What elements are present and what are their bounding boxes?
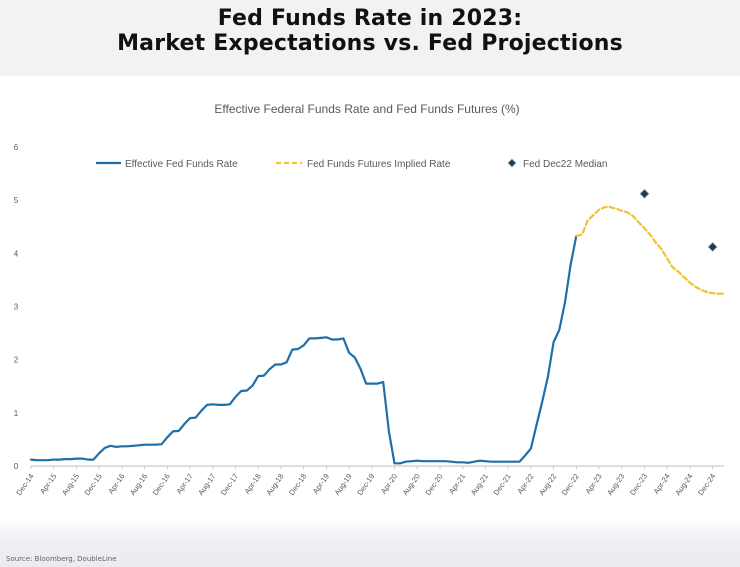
x-tick-label: Apr-21 <box>447 472 467 496</box>
x-tick-label: Aug-17 <box>196 472 217 497</box>
x-tick-label: Dec-15 <box>83 472 104 497</box>
y-tick-label: 1 <box>14 409 19 418</box>
legend-label-median: Fed Dec22 Median <box>523 159 608 170</box>
x-tick-label: Aug-21 <box>469 472 490 497</box>
x-tick-label: Dec-20 <box>423 472 444 497</box>
x-tick-label: Dec-14 <box>14 472 35 497</box>
x-tick-label: Dec-22 <box>560 472 581 497</box>
y-tick-label: 4 <box>14 249 19 258</box>
series-line-futures-implied <box>575 206 726 295</box>
x-tick-label: Apr-23 <box>583 472 603 496</box>
x-tick-label: Dec-21 <box>492 472 513 497</box>
x-tick-label: Aug-15 <box>60 472 81 497</box>
x-tick-label: Aug-20 <box>401 472 422 497</box>
median-marker <box>639 188 650 199</box>
x-tick-label: Apr-20 <box>379 472 399 496</box>
x-tick-label: Apr-18 <box>243 472 263 496</box>
legend: Effective Fed Funds Rate Fed Funds Future… <box>96 158 608 170</box>
x-tick-label: Apr-24 <box>652 472 672 496</box>
x-tick-label: Apr-15 <box>38 472 58 496</box>
chart-panel <box>0 76 740 567</box>
x-tick-label: Apr-22 <box>515 472 535 496</box>
x-tick-label: Apr-19 <box>311 472 331 496</box>
median-marker <box>707 241 718 253</box>
x-tick-label: Aug-19 <box>332 472 353 497</box>
x-tick-label: Apr-16 <box>106 472 126 496</box>
page-title-line2: Market Expectations vs. Fed Projections <box>117 31 623 56</box>
series-layer <box>29 188 726 465</box>
x-tick-label: Dec-16 <box>151 472 172 497</box>
page-title-line1: Fed Funds Rate in 2023: <box>217 6 523 31</box>
x-tick-label: Dec-24 <box>696 472 717 497</box>
series-line-effective-rate <box>29 234 578 465</box>
legend-label-effective: Effective Fed Funds Rate <box>125 159 238 170</box>
y-tick-label: 5 <box>14 196 19 205</box>
legend-swatch-median <box>507 158 517 168</box>
chart-title: Effective Federal Funds Rate and Fed Fun… <box>214 102 519 116</box>
x-tick-label: Aug-22 <box>537 472 558 497</box>
x-tick-label: Dec-23 <box>628 472 649 497</box>
title-banner: Fed Funds Rate in 2023: Market Expectati… <box>0 0 740 76</box>
x-tick-label: Aug-16 <box>128 472 149 497</box>
y-tick-label: 3 <box>14 303 19 312</box>
y-tick-label: 6 <box>14 143 19 152</box>
y-tick-label: 2 <box>14 356 19 365</box>
x-tick-label: Dec-18 <box>287 472 308 497</box>
y-tick-label: 0 <box>14 462 19 471</box>
x-tick-label: Dec-19 <box>355 472 376 497</box>
x-tick-label: Apr-17 <box>174 472 194 496</box>
x-tick-label: Dec-17 <box>219 472 240 497</box>
x-tick-label: Aug-24 <box>673 472 694 497</box>
footer-band <box>0 518 740 567</box>
x-tick-label: Aug-18 <box>264 472 285 497</box>
legend-label-futures: Fed Funds Futures Implied Rate <box>307 159 451 170</box>
source-note: Source: Bloomberg, DoubleLine <box>6 555 117 563</box>
x-tick-label: Aug-23 <box>605 472 626 497</box>
